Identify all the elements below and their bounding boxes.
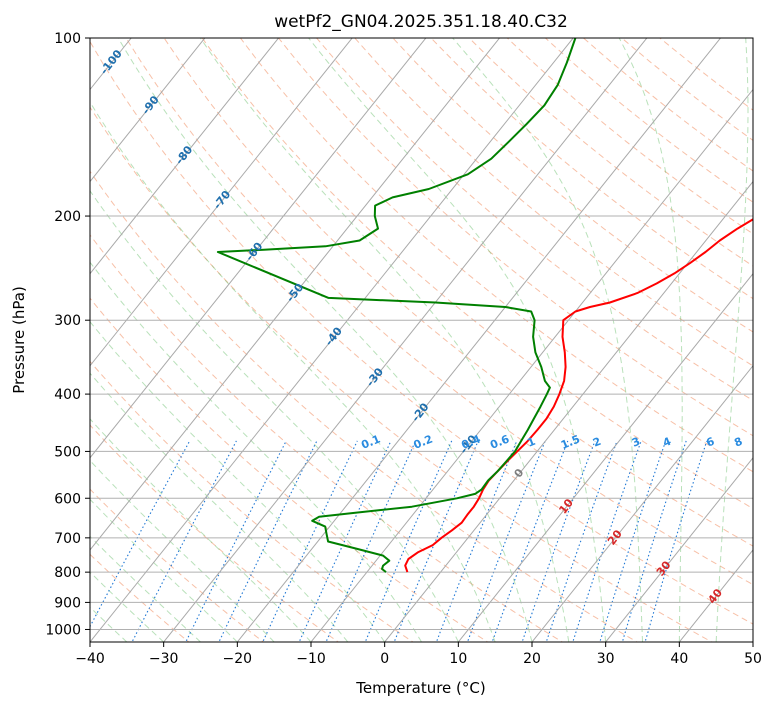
- isotherm-line: [310, 88, 753, 642]
- x-tick-label: 40: [670, 651, 688, 667]
- x-tick-label: −10: [296, 651, 326, 667]
- plot-area: -100-90-80-70-60-50-40-30-20-10010203040…: [90, 38, 771, 642]
- dry-adiabat-line: [125, 38, 753, 586]
- isotherms: [90, 38, 753, 642]
- mixing-ratio-line: [364, 440, 453, 642]
- x-tick-label: 50: [744, 651, 762, 667]
- isotherm-line: [236, 38, 722, 642]
- moist-adiabat-line: [715, 38, 749, 642]
- x-axis-ticks: −40 −30 −20 −10 0 10 20 30 40 50: [75, 642, 762, 667]
- moist-adiabat-line: [452, 38, 643, 642]
- y-tick-label: 400: [54, 387, 81, 403]
- isotherm-line: [90, 38, 206, 183]
- chart-title: wetPf2_GN04.2025.351.18.40.C32: [274, 12, 568, 32]
- moist-adiabat-line: [90, 189, 459, 642]
- mixing-ratio-line: [131, 440, 237, 642]
- plot-frame: [89, 37, 754, 643]
- dry-adiabat-line: [430, 38, 753, 300]
- moist-adiabat-line: [90, 261, 422, 642]
- temperature-profile-line: [404, 218, 753, 573]
- isotherm-line: [90, 38, 501, 551]
- x-tick-label: 10: [449, 651, 467, 667]
- mixing-ratio-label: 10: [752, 433, 771, 451]
- x-tick-label: −30: [149, 651, 179, 667]
- isotherm-line: [90, 38, 353, 367]
- moist-adiabats: [90, 38, 749, 642]
- y-tick-label: 700: [54, 531, 81, 547]
- isotherm-line: [90, 38, 574, 642]
- moist-adiabat-line: [308, 38, 607, 642]
- y-tick-label: 900: [54, 595, 81, 611]
- x-tick-label: −20: [223, 651, 253, 667]
- mixing-ratio-label: 1: [525, 435, 537, 450]
- y-axis-label: Pressure (hPa): [10, 286, 28, 394]
- mixing-ratio-line: [90, 440, 191, 628]
- isotherm-line: [163, 38, 648, 642]
- y-tick-label: 500: [54, 444, 81, 460]
- dry-adiabat-line: [201, 38, 753, 510]
- x-tick-label: 20: [523, 651, 541, 667]
- profile-series: [216, 38, 753, 573]
- x-tick-label: −40: [75, 651, 105, 667]
- x-tick-label: 0: [380, 651, 389, 667]
- isotherm-line: [90, 38, 280, 275]
- moist-adiabat-line: [90, 535, 201, 642]
- moist-adiabat-line: [618, 38, 683, 642]
- isotherm-line: [384, 180, 753, 642]
- mixing-ratio-lines: [90, 440, 708, 642]
- mixing-ratio-line: [599, 440, 667, 642]
- moist-adiabat-line: [90, 571, 165, 642]
- dry-adiabat-line: [90, 234, 564, 642]
- isotherm-line: [90, 38, 427, 459]
- isotherm-line: [605, 457, 753, 642]
- moist-adiabat-line: [199, 38, 570, 642]
- y-tick-label: 200: [54, 209, 81, 225]
- y-tick-label: 300: [54, 313, 81, 329]
- x-axis-label: Temperature (°C): [355, 679, 485, 697]
- y-tick-label: 800: [54, 565, 81, 581]
- moist-adiabat-line: [90, 498, 238, 642]
- moist-adiabat-line: [90, 372, 349, 642]
- dry-adiabat-line: [90, 40, 753, 625]
- mixing-ratio-label: 8: [732, 435, 744, 450]
- moist-adiabat-line: [90, 459, 275, 642]
- moist-adiabat-line: [90, 320, 386, 642]
- isotherm-line: [457, 272, 753, 642]
- moist-adiabat-line: [90, 101, 496, 642]
- moist-adiabat-line: [117, 38, 533, 642]
- y-tick-label: 100: [54, 31, 81, 47]
- dry-adiabat-line: [278, 38, 753, 437]
- x-tick-label: 30: [597, 651, 615, 667]
- mixing-ratio-label: 3: [630, 435, 642, 450]
- mixing-ratio-line: [262, 440, 358, 642]
- y-tick-label: 600: [54, 491, 81, 507]
- isotherm-line: [531, 364, 753, 642]
- dry-adiabat-line: [163, 38, 753, 547]
- pressure-gridlines: [90, 38, 753, 630]
- y-axis-ticks: 100 200 300 400 500 600 700 800 900 1000: [45, 31, 90, 638]
- mixing-ratio-line: [393, 440, 479, 642]
- y-tick-label: 1000: [45, 622, 81, 638]
- dry-adiabat-line: [316, 38, 753, 402]
- dewpoint-profile-line: [216, 38, 577, 573]
- mixing-ratio-line: [572, 440, 642, 642]
- mixing-ratio-line: [435, 440, 518, 642]
- mixing-ratio-label: 2: [591, 435, 603, 450]
- dry-adiabat-line: [240, 38, 753, 473]
